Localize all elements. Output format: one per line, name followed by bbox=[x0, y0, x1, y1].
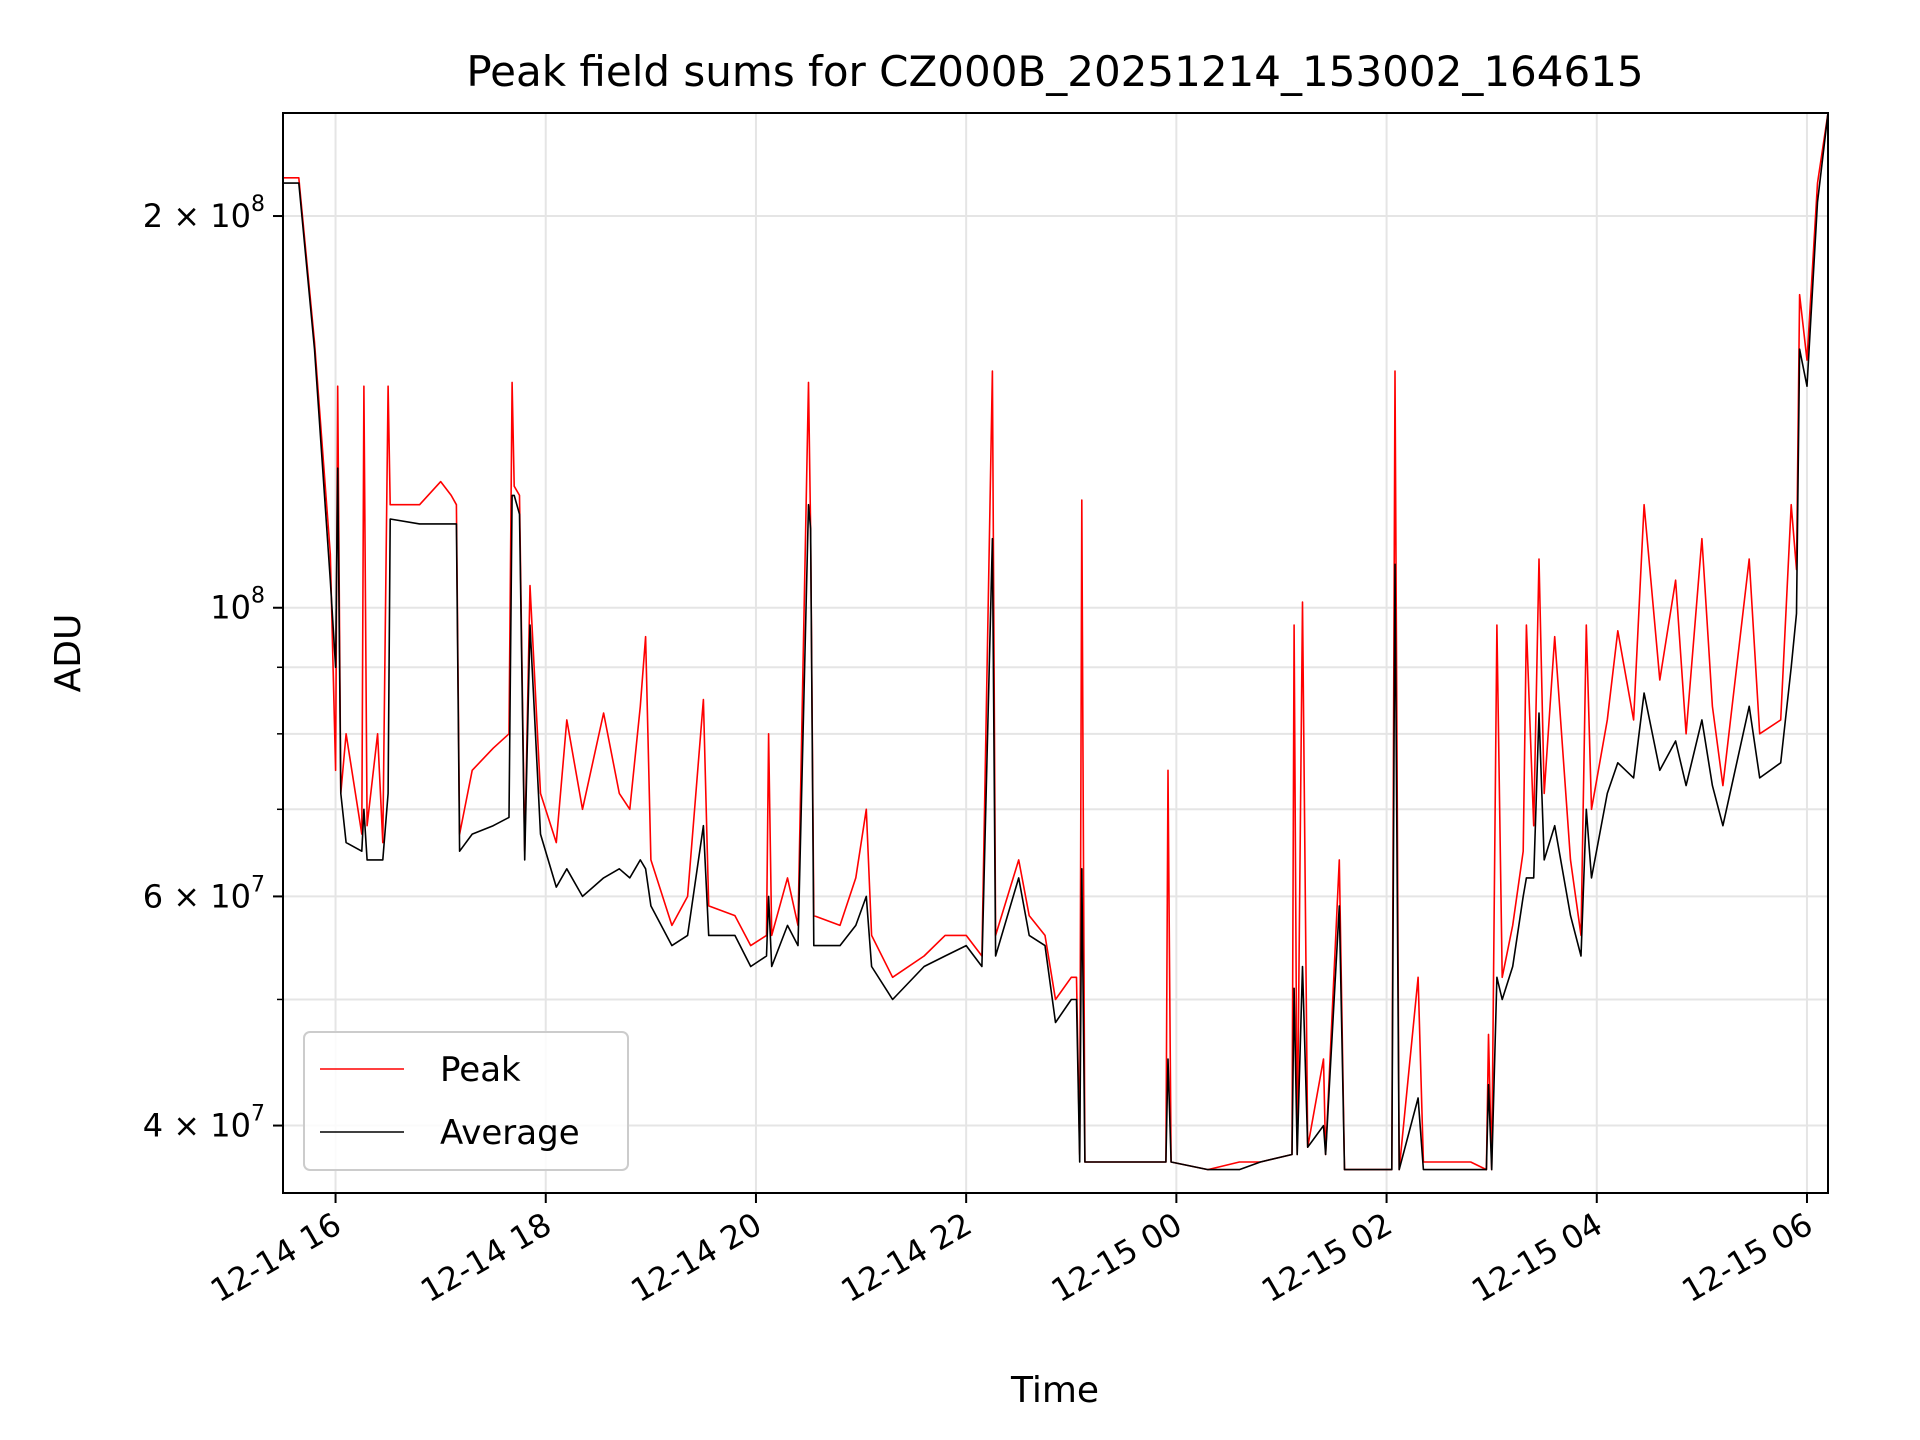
legend-entry-peak: Peak bbox=[440, 1050, 521, 1090]
legend: Peak Average bbox=[303, 1031, 629, 1171]
y-tick-label: 4 × 107 bbox=[143, 1102, 265, 1145]
legend-entry-average: Average bbox=[440, 1113, 580, 1153]
grid bbox=[283, 113, 1828, 1193]
plot-frame bbox=[282, 112, 1829, 1194]
y-tick-label: 2 × 108 bbox=[143, 192, 265, 235]
series-line-peak bbox=[283, 112, 1829, 1171]
chart-title: Peak field sums for CZ000B_20251214_1530… bbox=[466, 47, 1643, 96]
plot-lines bbox=[283, 112, 1829, 1171]
y-tick-label: 6 × 107 bbox=[143, 872, 265, 915]
x-axis-label: Time bbox=[1010, 1370, 1099, 1411]
series-line-average bbox=[283, 112, 1829, 1171]
legend-box bbox=[303, 1031, 629, 1171]
y-axis: 4 × 107 6 × 107 108 2 × 108 bbox=[143, 192, 283, 1145]
y-axis-label: ADU bbox=[48, 614, 89, 693]
y-tick-label: 108 bbox=[210, 584, 265, 627]
